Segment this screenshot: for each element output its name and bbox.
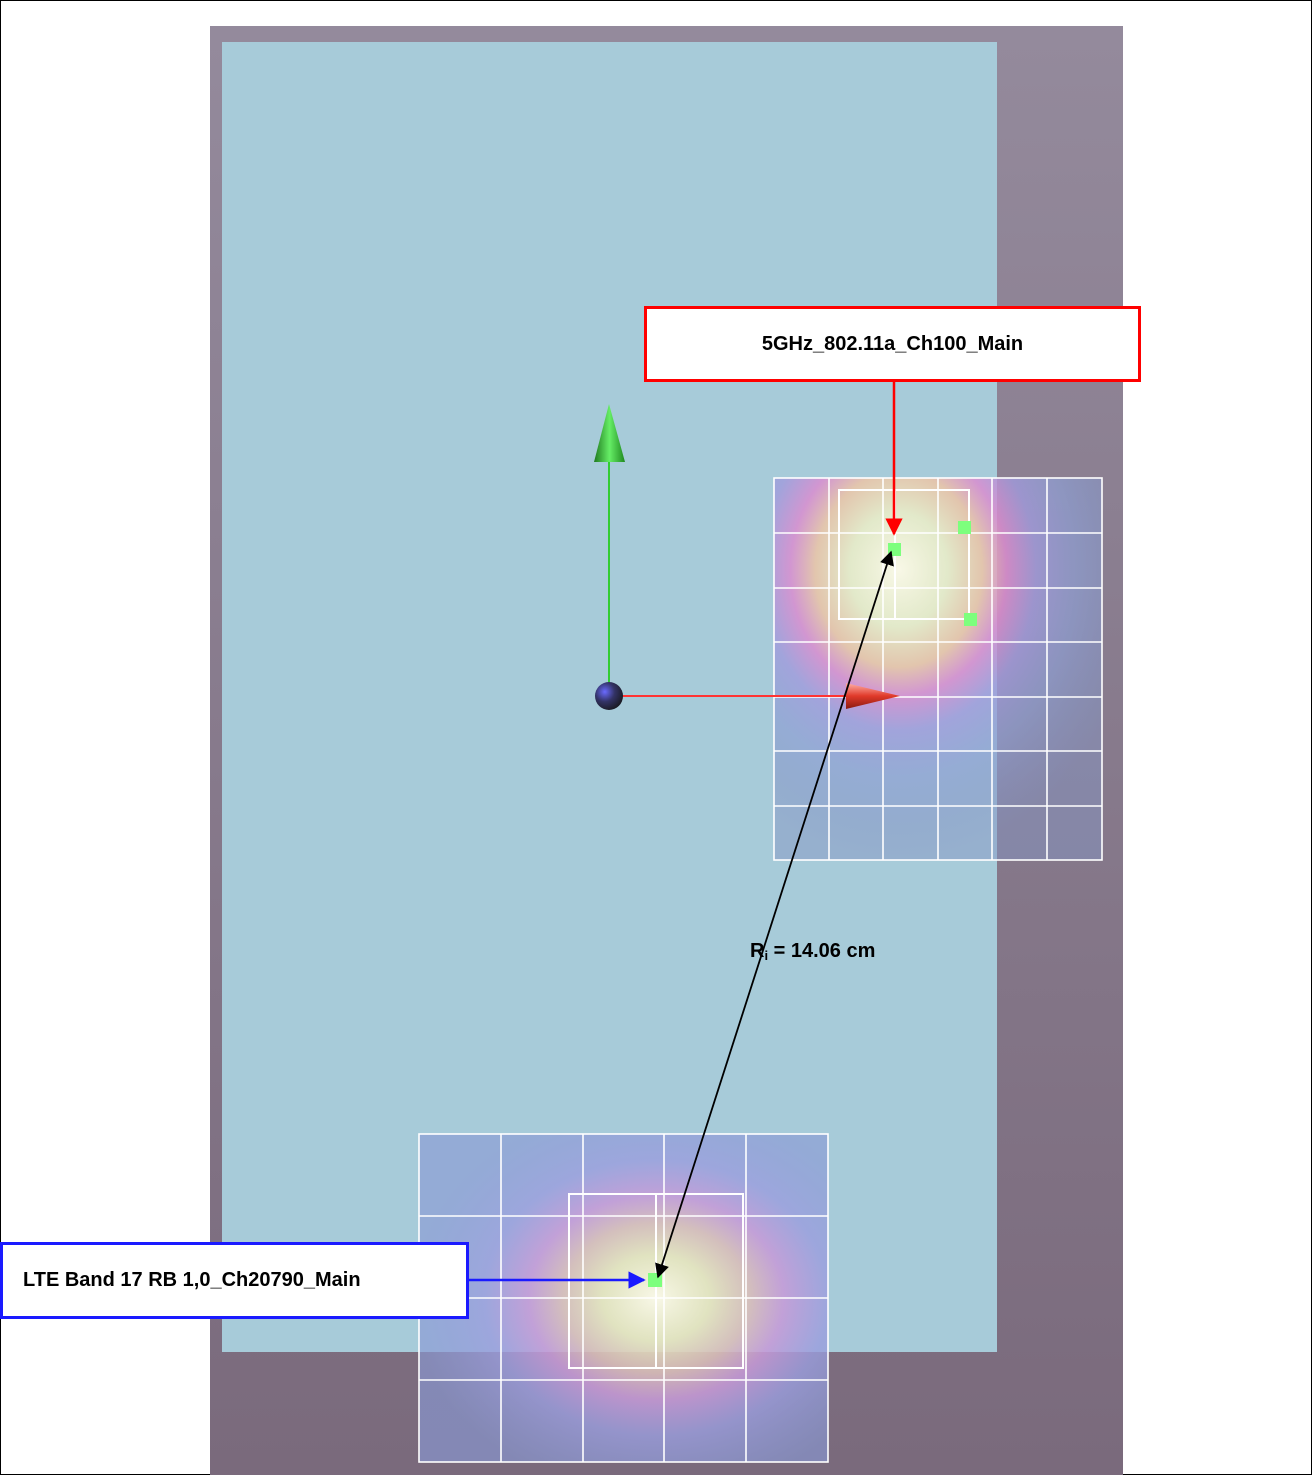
distance-value: = 14.06 cm [768, 940, 876, 962]
y-axis-arrow-icon [594, 404, 625, 462]
bottom-antenna-label: LTE Band 17 RB 1,0_Ch20790_Main [0, 1242, 469, 1319]
top-measurement-point [958, 521, 971, 534]
distance-subscript: i [764, 948, 769, 963]
bottom-antenna-label-text: LTE Band 17 RB 1,0_Ch20790_Main [23, 1269, 361, 1291]
top-scan-area [773, 477, 1103, 861]
bottom-measurement-point [648, 1273, 662, 1287]
bottom-scan-area [418, 1133, 829, 1463]
distance-symbol: R [750, 940, 765, 962]
top-measurement-point [964, 613, 977, 626]
top-antenna-label-text: 5GHz_802.11a_Ch100_Main [761, 332, 1024, 355]
origin-sphere-icon [595, 682, 623, 710]
top-antenna-label: 5GHz_802.11a_Ch100_Main [644, 306, 1141, 382]
distance-label: Ri = 14.06 cm [750, 940, 875, 963]
distance-arrow [655, 550, 894, 1279]
